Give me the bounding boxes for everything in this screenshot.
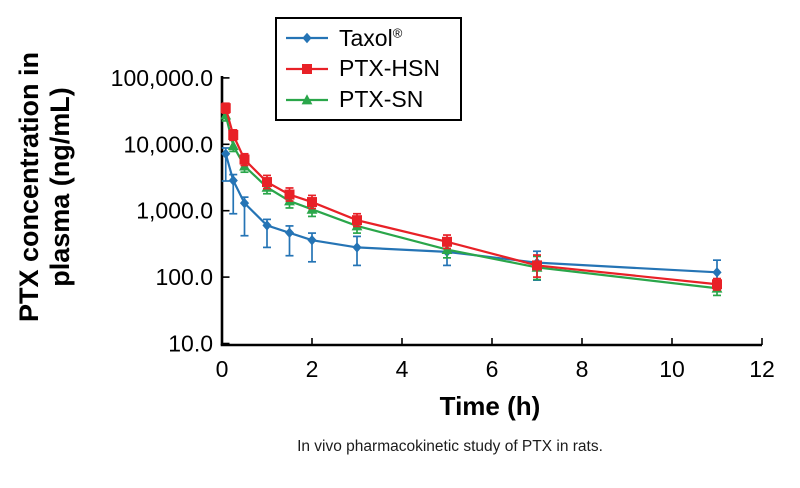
diamond-marker-icon — [712, 267, 722, 278]
square-marker-icon — [284, 189, 295, 200]
legend-label-taxol-text: Taxol — [339, 24, 393, 51]
square-marker-icon — [712, 279, 722, 290]
axes: 100,000.0 10,000.0 1,000.0 100.0 10.00 2 4 6 8 10… — [111, 65, 775, 382]
tick-label: 12 — [749, 356, 775, 382]
tick-label: 2 — [306, 356, 319, 382]
square-marker-icon — [532, 260, 542, 271]
triangle-marker-icon — [301, 93, 313, 105]
y-axis-title: PTX concentration in plasma (ng/mL) — [14, 12, 78, 362]
tick-label: 10.0 — [168, 331, 213, 357]
series-ptx-hsn — [220, 102, 722, 291]
tick-label: 8 — [576, 356, 589, 382]
ptx-sn-line-marker-icon — [286, 93, 328, 105]
square-marker-icon — [239, 154, 250, 165]
diamond-marker-icon — [302, 33, 312, 44]
x-axis-title: Time (h) — [439, 391, 541, 421]
tick-label: 6 — [486, 356, 499, 382]
square-marker-icon — [228, 130, 239, 141]
diamond-marker-icon — [352, 242, 362, 253]
legend-item-ptx-hsn: PTX-HSN — [285, 55, 452, 82]
square-marker-icon — [220, 103, 231, 114]
series-line — [224, 107, 718, 286]
series-line — [224, 153, 718, 274]
legend-item-taxol: Taxol® — [285, 25, 452, 52]
legend-label-ptx-sn-text: PTX-SN — [339, 86, 424, 113]
legend-label-ptx-sn: PTX-SN — [339, 86, 423, 113]
tick-label: 10,000.0 — [123, 131, 213, 157]
tick-label: 100,000.0 — [111, 65, 213, 91]
tick-label: 1,000.0 — [136, 198, 213, 224]
tick-label: 10 — [659, 356, 685, 382]
tick-label: 0 — [216, 356, 229, 382]
triangle-marker-icon — [227, 139, 239, 151]
square-marker-icon — [302, 63, 312, 74]
square-marker-icon — [262, 177, 272, 188]
square-marker-icon — [352, 215, 362, 226]
series-taxol — [221, 147, 722, 282]
y-axis-title-line1: PTX concentration in — [14, 51, 44, 323]
taxol-line-marker-icon — [286, 33, 328, 44]
square-marker-icon — [442, 236, 452, 247]
legend: Taxol® PTX-HSN PTX-SN — [275, 17, 462, 121]
y-axis-title-line2: plasma (ng/mL) — [45, 87, 76, 287]
legend-item-ptx-sn: PTX-SN — [285, 86, 452, 113]
diamond-marker-icon — [239, 197, 250, 209]
figure-caption: In vivo pharmacokinetic study of PTX in … — [297, 438, 603, 455]
series-line — [224, 114, 718, 290]
ptx-hsn-line-marker-icon — [286, 63, 328, 74]
tick-label: 4 — [396, 356, 409, 382]
diamond-marker-icon — [307, 234, 317, 246]
diamond-marker-icon — [228, 175, 238, 186]
tick-label: 100.0 — [155, 264, 213, 290]
diamond-marker-icon — [262, 220, 272, 231]
diamond-marker-icon — [221, 148, 231, 159]
registered-trademark-symbol: ® — [392, 25, 403, 41]
legend-label-taxol: Taxol® — [339, 25, 402, 52]
legend-label-ptx-hsn-text: PTX-HSN — [339, 55, 440, 82]
square-marker-icon — [307, 197, 317, 208]
legend-label-ptx-hsn: PTX-HSN — [339, 55, 440, 82]
diamond-marker-icon — [284, 227, 295, 238]
